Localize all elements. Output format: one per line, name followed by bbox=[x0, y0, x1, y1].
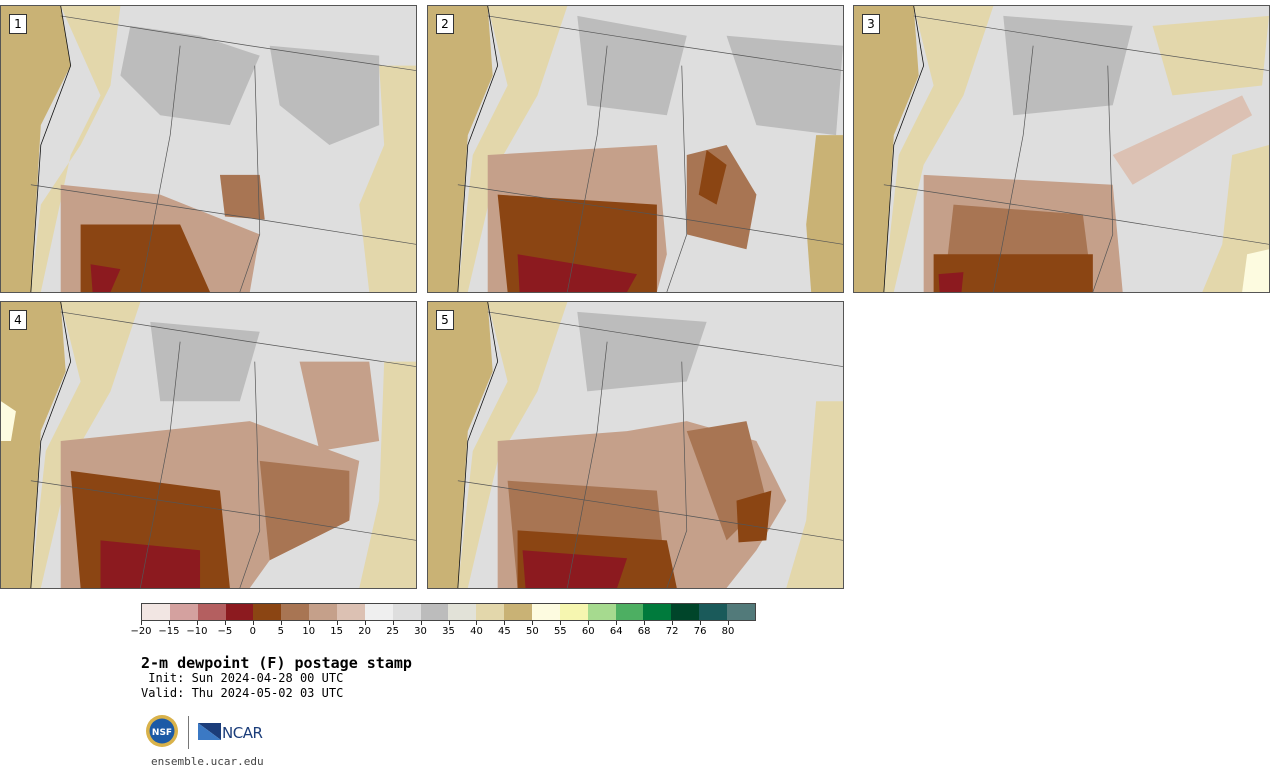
map-1-field bbox=[1, 6, 416, 292]
map-panel-4: 4 bbox=[0, 301, 417, 589]
colorbar-swatch-4 bbox=[253, 604, 282, 620]
colorbar-swatch-14 bbox=[532, 604, 560, 620]
colorbar-swatch-9 bbox=[392, 604, 421, 620]
colorbar-tick-label: 40 bbox=[470, 626, 483, 637]
map-4-field bbox=[1, 302, 416, 588]
colorbar-swatch-6 bbox=[309, 604, 338, 620]
logo-divider bbox=[188, 716, 189, 749]
colorbar-swatch-18 bbox=[643, 604, 672, 620]
map-panel-5: 5 bbox=[427, 301, 844, 589]
colorbar-tick-label: 80 bbox=[721, 626, 735, 637]
colorbar-tick bbox=[504, 621, 506, 625]
colorbar-tick bbox=[728, 621, 730, 625]
panel-number-5: 5 bbox=[436, 310, 454, 330]
colorbar-tick bbox=[168, 621, 170, 625]
colorbar-tick-label: 64 bbox=[609, 626, 623, 637]
colorbar-swatch-13 bbox=[504, 604, 533, 620]
colorbar-tick-label: 45 bbox=[498, 626, 511, 637]
colorbar-tick-label: 72 bbox=[665, 626, 679, 637]
colorbar-swatch-16 bbox=[587, 604, 616, 620]
colorbar-tick bbox=[588, 621, 590, 625]
colorbar-swatch-20 bbox=[699, 604, 728, 620]
map-panel-1: 1 bbox=[0, 5, 417, 293]
colorbar-tick-label: 50 bbox=[525, 626, 539, 637]
colorbar bbox=[141, 603, 756, 621]
colorbar-tick bbox=[196, 621, 198, 625]
colorbar-tick-label: −5 bbox=[217, 626, 233, 637]
colorbar-swatch-0 bbox=[142, 604, 170, 620]
nsf-logo-text: NSF bbox=[152, 728, 172, 738]
map-2-field bbox=[428, 6, 843, 292]
colorbar-tick bbox=[252, 621, 254, 625]
colorbar-tick bbox=[644, 621, 646, 625]
ncar-logo-icon bbox=[198, 723, 221, 740]
valid-time: Valid: Thu 2024-05-02 03 UTC bbox=[141, 686, 344, 700]
colorbar-swatch-2 bbox=[197, 604, 226, 620]
plot-title: 2-m dewpoint (F) postage stamp bbox=[141, 654, 412, 672]
colorbar-tick bbox=[224, 621, 226, 625]
colorbar-tick bbox=[141, 621, 142, 625]
colorbar-swatch-3 bbox=[225, 604, 254, 620]
colorbar-tick-label: 60 bbox=[581, 626, 595, 637]
colorbar-tick-label: 20 bbox=[358, 626, 371, 637]
map-panel-2: 2 bbox=[427, 5, 844, 293]
colorbar-tick-label: 15 bbox=[330, 626, 344, 637]
colorbar-tick-label: 55 bbox=[553, 626, 567, 637]
colorbar-tick bbox=[672, 621, 674, 625]
colorbar-tick bbox=[364, 621, 366, 625]
colorbar-tick bbox=[392, 621, 394, 625]
panel-number-4: 4 bbox=[9, 310, 27, 330]
colorbar-tick-label: 68 bbox=[637, 626, 651, 637]
colorbar-tick bbox=[532, 621, 534, 625]
panel-number-1: 1 bbox=[9, 14, 27, 34]
colorbar-tick bbox=[560, 621, 562, 625]
colorbar-tick bbox=[308, 621, 310, 625]
colorbar-ticks: −20 −15 −10 −5 0 5 10 15 20 25 30 35 40 45 50 55 60 64 68 7… bbox=[130, 621, 756, 641]
colorbar-tick-label: 5 bbox=[277, 626, 284, 637]
colorbar-swatch-8 bbox=[364, 604, 393, 620]
colorbar-tick-label: 35 bbox=[442, 626, 455, 637]
map-3-field bbox=[854, 6, 1269, 292]
colorbar-swatch-5 bbox=[281, 604, 310, 620]
colorbar-tick bbox=[336, 621, 338, 625]
map-5-field bbox=[428, 302, 843, 588]
colorbar-swatch-11 bbox=[448, 604, 477, 620]
colorbar-tick bbox=[280, 621, 282, 625]
nsf-logo-icon: NSF bbox=[146, 715, 178, 747]
colorbar-tick-label: −20 bbox=[130, 626, 152, 637]
colorbar-swatch-15 bbox=[559, 604, 588, 620]
colorbar-swatch-7 bbox=[337, 604, 365, 620]
colorbar-tick bbox=[448, 621, 450, 625]
colorbar-tick-label: 10 bbox=[302, 626, 316, 637]
colorbar-tick-label: −10 bbox=[186, 626, 208, 637]
colorbar-swatch-21 bbox=[727, 604, 755, 620]
colorbar-tick bbox=[476, 621, 478, 625]
init-time: Init: Sun 2024-04-28 00 UTC bbox=[141, 671, 344, 685]
panel-number-2: 2 bbox=[436, 14, 454, 34]
colorbar-tick bbox=[700, 621, 702, 625]
colorbar-tick-label: 76 bbox=[693, 626, 707, 637]
colorbar-swatch-1 bbox=[169, 604, 198, 620]
colorbar-tick-label: −15 bbox=[158, 626, 180, 637]
colorbar-tick-label: 25 bbox=[386, 626, 399, 637]
colorbar-tick bbox=[420, 621, 422, 625]
footer-url: ensemble.ucar.edu bbox=[151, 755, 264, 768]
colorbar-swatch-10 bbox=[420, 604, 449, 620]
colorbar-swatch-19 bbox=[671, 604, 700, 620]
map-panel-3: 3 bbox=[853, 5, 1270, 293]
colorbar-swatch-17 bbox=[615, 604, 644, 620]
colorbar-tick bbox=[616, 621, 618, 625]
colorbar-tick-label: 30 bbox=[414, 626, 427, 637]
ncar-logo-text: NCAR bbox=[222, 724, 263, 742]
colorbar-tick-label: 0 bbox=[249, 626, 256, 637]
panel-number-3: 3 bbox=[862, 14, 880, 34]
colorbar-swatch-12 bbox=[476, 604, 505, 620]
